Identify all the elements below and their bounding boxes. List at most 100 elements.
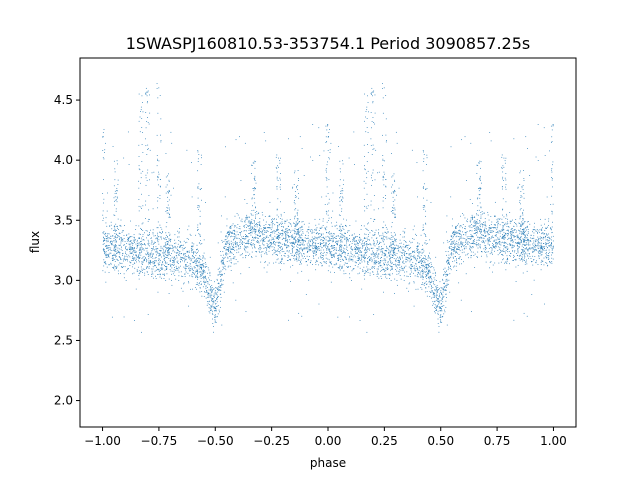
data-point	[360, 254, 362, 256]
data-point	[168, 238, 170, 240]
data-point	[237, 242, 238, 244]
data-point	[360, 260, 362, 261]
data-point	[319, 236, 321, 237]
data-point	[144, 269, 146, 270]
data-point	[462, 213, 463, 214]
data-point	[271, 227, 273, 229]
data-point	[233, 244, 235, 246]
data-point	[394, 278, 396, 280]
data-point	[219, 290, 221, 291]
data-point	[403, 263, 405, 265]
data-point	[501, 250, 503, 252]
data-point	[445, 279, 447, 281]
data-point	[391, 273, 393, 275]
data-point	[512, 241, 514, 243]
data-point	[303, 223, 305, 225]
data-point	[477, 226, 478, 228]
data-point	[273, 241, 275, 242]
data-point	[222, 257, 224, 259]
data-point	[441, 298, 443, 300]
data-point	[386, 250, 388, 252]
data-point	[520, 242, 522, 244]
data-point	[314, 218, 316, 220]
data-point	[337, 255, 339, 257]
data-point	[369, 259, 371, 261]
data-point	[103, 243, 105, 245]
data-point	[306, 264, 308, 266]
data-point	[247, 246, 249, 248]
data-point	[133, 237, 135, 238]
data-point	[267, 240, 269, 242]
data-point	[162, 261, 164, 263]
data-point	[399, 261, 401, 263]
data-point	[465, 244, 466, 245]
data-point	[157, 268, 159, 270]
data-point	[551, 261, 553, 262]
data-point	[325, 239, 327, 241]
data-point	[295, 258, 297, 259]
data-point	[382, 252, 383, 254]
data-point	[528, 221, 529, 222]
data-point	[433, 277, 435, 279]
data-point	[408, 257, 410, 259]
data-point	[204, 275, 206, 277]
data-point	[446, 270, 447, 272]
data-point	[112, 259, 114, 261]
data-point	[293, 238, 294, 240]
data-point	[113, 248, 115, 250]
data-point	[411, 264, 413, 266]
data-point	[122, 240, 124, 242]
data-point	[137, 257, 139, 258]
data-point	[117, 179, 119, 181]
data-point	[132, 263, 134, 265]
data-point	[192, 261, 194, 263]
data-point	[403, 280, 405, 281]
data-point	[251, 239, 252, 241]
data-point	[527, 249, 529, 251]
data-point	[299, 263, 301, 265]
data-point	[113, 226, 115, 228]
data-point	[253, 237, 255, 239]
data-point	[457, 248, 459, 250]
data-point	[313, 258, 315, 259]
data-point	[540, 243, 542, 245]
data-point	[518, 229, 519, 231]
data-point	[339, 228, 341, 230]
data-point	[370, 257, 372, 259]
data-point	[149, 233, 150, 235]
data-point	[456, 227, 457, 229]
data-point	[339, 258, 341, 260]
data-point	[497, 225, 499, 227]
data-point	[276, 235, 278, 237]
data-point	[159, 273, 161, 275]
data-point	[274, 249, 276, 251]
data-point	[443, 282, 445, 284]
data-point	[204, 291, 205, 292]
data-point	[148, 254, 150, 255]
data-point	[324, 227, 326, 229]
data-point	[533, 259, 535, 261]
data-point	[210, 280, 212, 281]
data-point	[139, 249, 140, 251]
data-point	[532, 252, 534, 253]
data-point	[484, 250, 486, 252]
data-point	[165, 234, 167, 236]
data-point	[408, 253, 410, 255]
data-point	[515, 223, 517, 225]
data-point	[141, 247, 143, 248]
data-point	[243, 247, 245, 249]
data-point	[522, 250, 524, 252]
data-point	[458, 258, 459, 259]
data-point	[302, 221, 304, 222]
data-point	[155, 235, 156, 237]
data-point	[271, 219, 272, 221]
data-point	[170, 270, 172, 272]
data-point	[138, 244, 140, 246]
data-point	[479, 220, 480, 221]
data-point	[488, 239, 490, 241]
data-point	[441, 299, 443, 300]
data-point	[217, 291, 219, 293]
data-point	[245, 217, 246, 219]
data-point	[494, 246, 496, 248]
data-point	[498, 243, 500, 245]
